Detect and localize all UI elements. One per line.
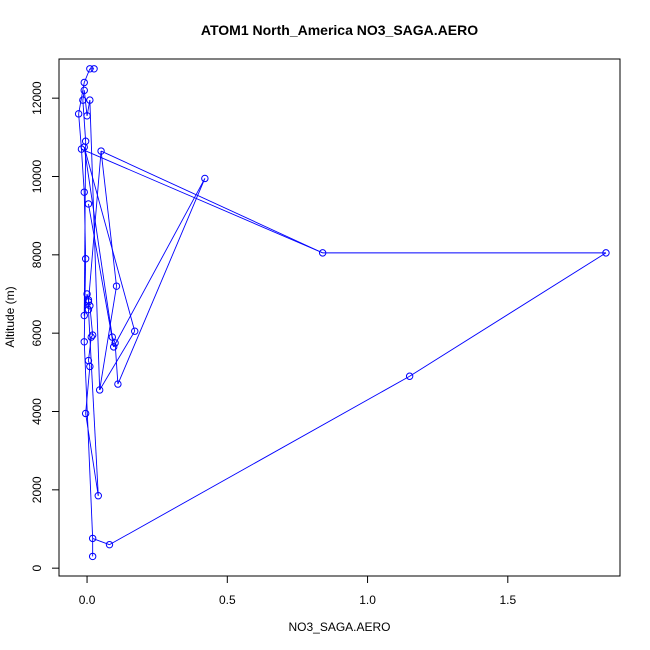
- data-point: [80, 143, 88, 151]
- data-point: [94, 492, 102, 500]
- y-axis-label: Altitude (m): [3, 286, 17, 347]
- series-segment: [82, 90, 85, 101]
- x-axis-label: NO3_SAGA.AERO: [288, 620, 390, 634]
- series-segment: [86, 100, 91, 116]
- series-segment: [90, 334, 94, 338]
- data-point: [81, 409, 90, 418]
- series-segment: [78, 113, 82, 150]
- data-point: [80, 86, 88, 95]
- y-tick-label: 12000: [30, 81, 44, 115]
- data-point: [88, 552, 97, 561]
- series-segment: [83, 90, 88, 116]
- series-segment: [99, 330, 136, 391]
- series-segment: [83, 141, 87, 316]
- series-segment: [89, 100, 101, 390]
- data-point: [80, 78, 88, 87]
- data-point: [80, 188, 88, 196]
- data-point: [105, 540, 114, 549]
- series-segment: [117, 178, 206, 385]
- y-tick-label: 6000: [30, 319, 44, 346]
- series-segment: [85, 413, 99, 496]
- y-tick-label: 0: [30, 565, 44, 572]
- data-point: [95, 386, 104, 394]
- data-point: [79, 96, 87, 104]
- series-segment: [82, 100, 87, 142]
- data-point: [81, 255, 90, 263]
- series-segment: [109, 375, 410, 546]
- data-point: [84, 298, 93, 306]
- data-point: [80, 338, 88, 346]
- series-segment: [88, 203, 115, 347]
- data-point: [86, 96, 94, 104]
- data-point: [87, 333, 95, 341]
- y-tick-label: 4000: [30, 398, 44, 425]
- data-point: [74, 110, 83, 118]
- data-point: [131, 327, 139, 335]
- x-tick-label: 0.0: [79, 593, 96, 607]
- y-tick-label: 2000: [30, 476, 44, 503]
- series-segment: [88, 337, 92, 361]
- data-point: [88, 331, 97, 339]
- series-segment: [409, 252, 607, 377]
- series-segment: [83, 147, 113, 338]
- series-segment: [100, 150, 323, 254]
- x-tick-label: 1.5: [499, 593, 516, 607]
- data-point: [86, 65, 94, 73]
- series-segment: [89, 305, 94, 336]
- data-point: [602, 249, 610, 257]
- series-segment: [83, 341, 94, 539]
- data-point: [318, 249, 327, 257]
- data-point: [108, 333, 116, 341]
- series-segment: [88, 309, 99, 496]
- data-point: [201, 174, 209, 183]
- series-segment: [81, 148, 323, 254]
- data-point: [405, 372, 414, 380]
- data-point: [80, 311, 88, 320]
- data-point: [86, 302, 94, 310]
- data-point: [111, 339, 119, 347]
- data-point: [109, 343, 118, 351]
- series-segment: [85, 366, 91, 414]
- series-segment: [100, 150, 117, 287]
- data-point: [90, 65, 98, 73]
- chart-title: ATOM1 North_America NO3_SAGA.AERO: [201, 22, 478, 38]
- data-point: [88, 534, 97, 543]
- series-segment: [83, 68, 91, 83]
- y-tick-label: 10000: [30, 159, 44, 193]
- series-segment: [83, 147, 136, 332]
- data-point: [83, 112, 91, 120]
- y-tick-label: 8000: [30, 241, 44, 268]
- plot-frame: [58, 58, 621, 577]
- x-tick-label: 1.0: [359, 593, 376, 607]
- series-points: [74, 65, 610, 561]
- x-tick-label: 0.5: [219, 593, 236, 607]
- data-point: [84, 200, 93, 208]
- data-point: [114, 380, 122, 388]
- series-segment: [113, 178, 206, 348]
- data-point: [97, 147, 105, 155]
- series-segment: [92, 537, 110, 546]
- series-lines: [78, 68, 607, 557]
- series-segment: [80, 149, 85, 193]
- data-point: [112, 282, 121, 290]
- y-axis: 0 2000 4000 6000 8000 10000 12000: [30, 81, 60, 572]
- series-segment: [99, 286, 117, 391]
- data-point: [84, 305, 93, 314]
- series-segment: [88, 151, 102, 302]
- data-point: [86, 362, 94, 371]
- x-axis: 0.0 0.5 1.0 1.5: [79, 575, 516, 607]
